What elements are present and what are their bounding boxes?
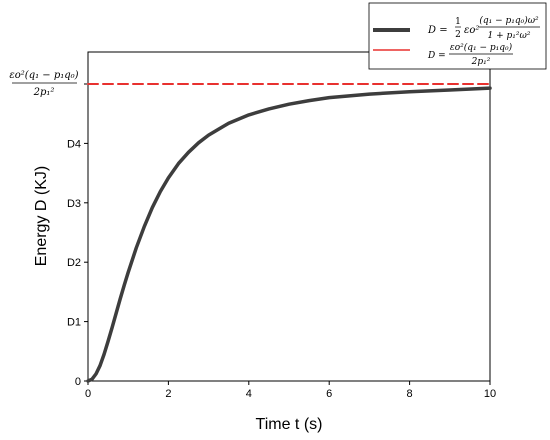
x-tick-label: 8 [407,388,413,400]
series-line-analytic [86,86,492,383]
x-axis-ticks: 0 2 4 6 8 10 [85,381,496,400]
legend-entry-1-numerator: (q₁ − p₁q₀)ω² [479,15,539,26]
legend-entry-2-numerator: εo²(q₁ − p₁q₀) [450,42,513,53]
legend-entry-1-denominator: 1 + p₁²ω² [488,31,531,41]
x-tick-label: 4 [246,388,252,400]
y-axis-title: Energy D (KJ) [33,166,50,266]
y-tick-label: D1 [67,317,81,329]
y-tick-label: D2 [67,257,81,269]
y-tick-label: D4 [67,138,81,150]
legend-entry-2-denominator: 2p₁² [471,57,491,67]
legend-entry-2-lhs: D = [427,51,446,61]
x-tick-label: 2 [165,388,171,400]
legend-entry-1-half-num: 1 [455,17,461,27]
plot-area-frame [87,51,491,382]
x-tick-label: 10 [484,388,496,400]
y-tick-label: D3 [67,198,81,210]
y-top-label-denominator: 2p₁² [33,87,55,98]
x-tick-label: 6 [326,388,332,400]
legend: D = 1 2 εo² (q₁ − p₁q₀)ω² 1 + p₁²ω² D = … [368,2,547,70]
series-layer [86,83,492,383]
legend-entry-1-lhs: D = [427,25,448,36]
y-top-label-numerator: εo²(q₁ − p₁q₀) [9,70,78,81]
x-tick-label: 0 [85,388,91,400]
legend-entry-1-half-den: 2 [455,30,461,40]
x-axis-title: Time t (s) [256,416,323,433]
y-tick-label: 0 [75,376,81,388]
legend-entry-1-coef: εo² [464,25,479,36]
legend-box [368,2,547,70]
y-top-tick-label: εo²(q₁ − p₁q₀) 2p₁² [9,70,78,98]
y-axis-ticks: 0 D1 D2 D3 D4 [67,83,88,388]
